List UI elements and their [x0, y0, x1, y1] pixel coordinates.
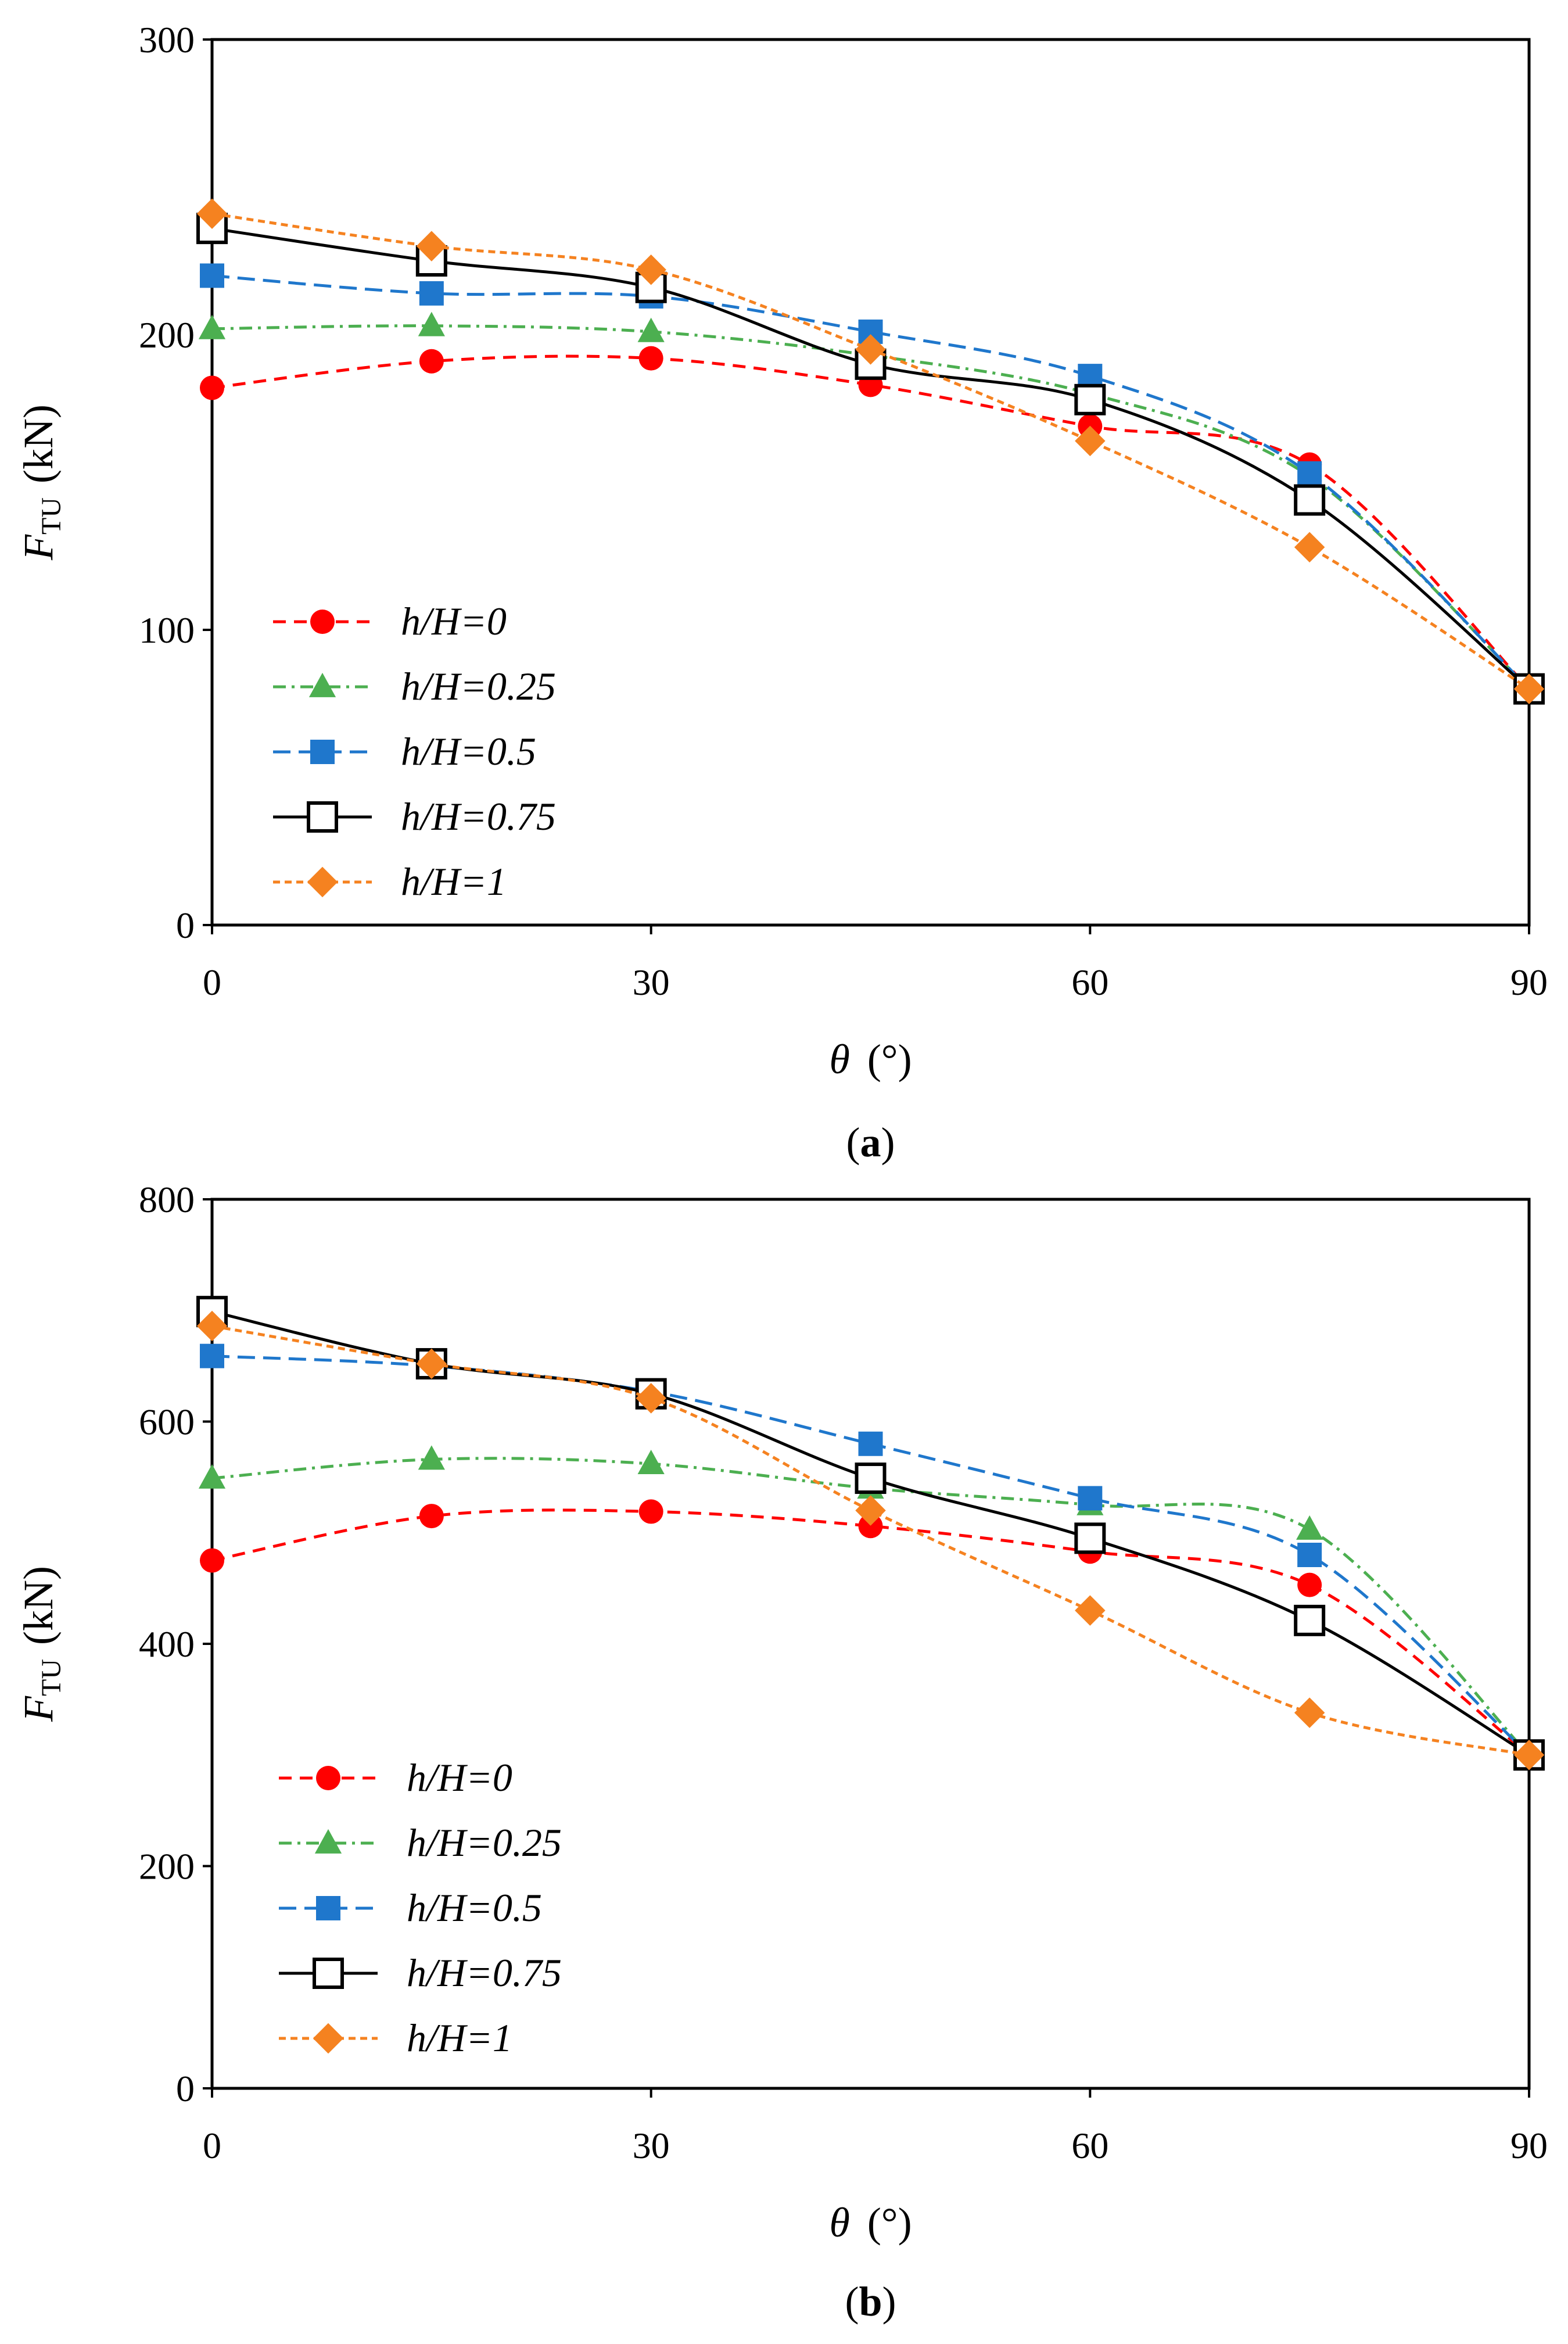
data-point	[416, 231, 447, 261]
legend-label: h/H=0	[401, 599, 507, 643]
data-point	[855, 334, 886, 365]
x-tick-label: 30	[633, 2125, 670, 2166]
data-point	[637, 1450, 665, 1475]
legend-label: h/H=0.25	[407, 1820, 562, 1865]
data-point	[416, 1348, 447, 1379]
legend: h/H=0 h/H=0.25 h/H=0.5 h/H=0.75 h/H=1	[279, 1755, 562, 2060]
data-point	[1078, 1486, 1103, 1511]
y-tick-label: 200	[139, 314, 195, 356]
series-h-h-0	[200, 1499, 1541, 1768]
data-point	[637, 317, 665, 342]
data-point	[1297, 461, 1322, 486]
data-point	[1294, 532, 1325, 563]
series-line	[211, 1324, 1530, 1757]
data-point	[200, 1343, 224, 1368]
data-point	[198, 1464, 226, 1489]
data-point	[418, 311, 445, 336]
legend-label: h/H=0.5	[401, 729, 536, 773]
y-axis-label: FTU(kN)	[15, 1566, 67, 1722]
data-point	[418, 1445, 445, 1470]
series-h-h-0-75	[196, 213, 1545, 705]
data-point	[419, 281, 444, 306]
x-tick-label: 90	[1510, 2125, 1548, 2166]
legend: h/H=0 h/H=0.25 h/H=0.5 h/H=0.75 h/H=1	[273, 599, 556, 904]
legend-label: h/H=0.25	[401, 664, 556, 708]
data-point	[1297, 1572, 1322, 1597]
legend-marker	[310, 610, 335, 634]
data-point	[1075, 425, 1106, 457]
legend-marker	[307, 801, 338, 833]
y-tick-label: 200	[139, 1846, 195, 1887]
data-point	[419, 1504, 444, 1529]
series-line	[211, 1354, 1530, 1757]
data-point	[855, 1495, 886, 1526]
legend-marker	[310, 740, 335, 764]
y-tick-label: 0	[176, 905, 195, 946]
x-tick-label: 60	[1071, 2125, 1108, 2166]
data-point	[638, 346, 663, 371]
legend-label: h/H=0.5	[407, 1886, 542, 1930]
legend-marker	[307, 866, 338, 898]
legend-marker	[308, 672, 336, 697]
legend-marker	[313, 2023, 344, 2054]
panel-label: (b)	[845, 2278, 896, 2325]
data-point	[200, 263, 224, 288]
legend-marker	[316, 1766, 340, 1790]
panel-label: (a)	[846, 1119, 895, 1166]
data-point	[1074, 384, 1106, 415]
y-axis-label: FTU(kN)	[15, 404, 67, 561]
data-point	[1297, 1543, 1322, 1567]
data-point	[419, 349, 444, 374]
data-point	[638, 1499, 663, 1524]
data-point	[636, 1383, 666, 1414]
series-h-h-1	[196, 198, 1545, 704]
y-tick-label: 800	[139, 1179, 195, 1220]
y-tick-label: 100	[139, 610, 195, 651]
y-tick-label: 300	[139, 19, 195, 60]
data-point	[200, 375, 224, 400]
data-point	[1294, 484, 1326, 516]
data-point	[196, 1310, 228, 1342]
data-point	[1513, 1740, 1545, 1770]
x-tick-label: 0	[203, 962, 221, 1003]
data-point	[1513, 673, 1545, 704]
data-point	[1074, 1522, 1106, 1554]
legend-marker	[314, 1829, 342, 1854]
data-point	[858, 1431, 883, 1456]
y-tick-label: 400	[139, 1623, 195, 1665]
x-axis-label: θ (°)	[829, 1036, 912, 1083]
data-point	[636, 254, 666, 285]
x-tick-label: 60	[1071, 962, 1108, 1003]
legend-label: h/H=1	[407, 2016, 512, 2060]
data-point	[198, 314, 226, 339]
data-point	[196, 198, 228, 229]
data-point	[1075, 1595, 1106, 1626]
series-h-h-0-5	[200, 1343, 1541, 1768]
data-point	[200, 1548, 224, 1573]
legend-marker	[316, 1896, 340, 1920]
legend-label: h/H=0	[407, 1755, 512, 1800]
x-tick-label: 0	[203, 2125, 221, 2166]
x-tick-label: 90	[1510, 962, 1548, 1003]
legend-label: h/H=0.75	[407, 1951, 562, 1995]
legend-label: h/H=0.75	[401, 794, 556, 838]
data-point	[855, 1463, 887, 1494]
x-tick-label: 30	[633, 962, 670, 1003]
data-point	[1294, 1697, 1325, 1728]
series-h-h-1	[196, 1310, 1545, 1770]
y-tick-label: 600	[139, 1402, 195, 1443]
data-point	[1294, 1604, 1326, 1636]
data-point	[858, 1514, 883, 1539]
y-tick-label: 0	[176, 2068, 195, 2109]
data-point	[1296, 1515, 1323, 1540]
legend-marker	[313, 1958, 344, 1989]
legend-label: h/H=1	[401, 859, 507, 904]
plot-area-frame	[210, 38, 1531, 927]
x-axis-label: θ (°)	[829, 2199, 912, 2246]
